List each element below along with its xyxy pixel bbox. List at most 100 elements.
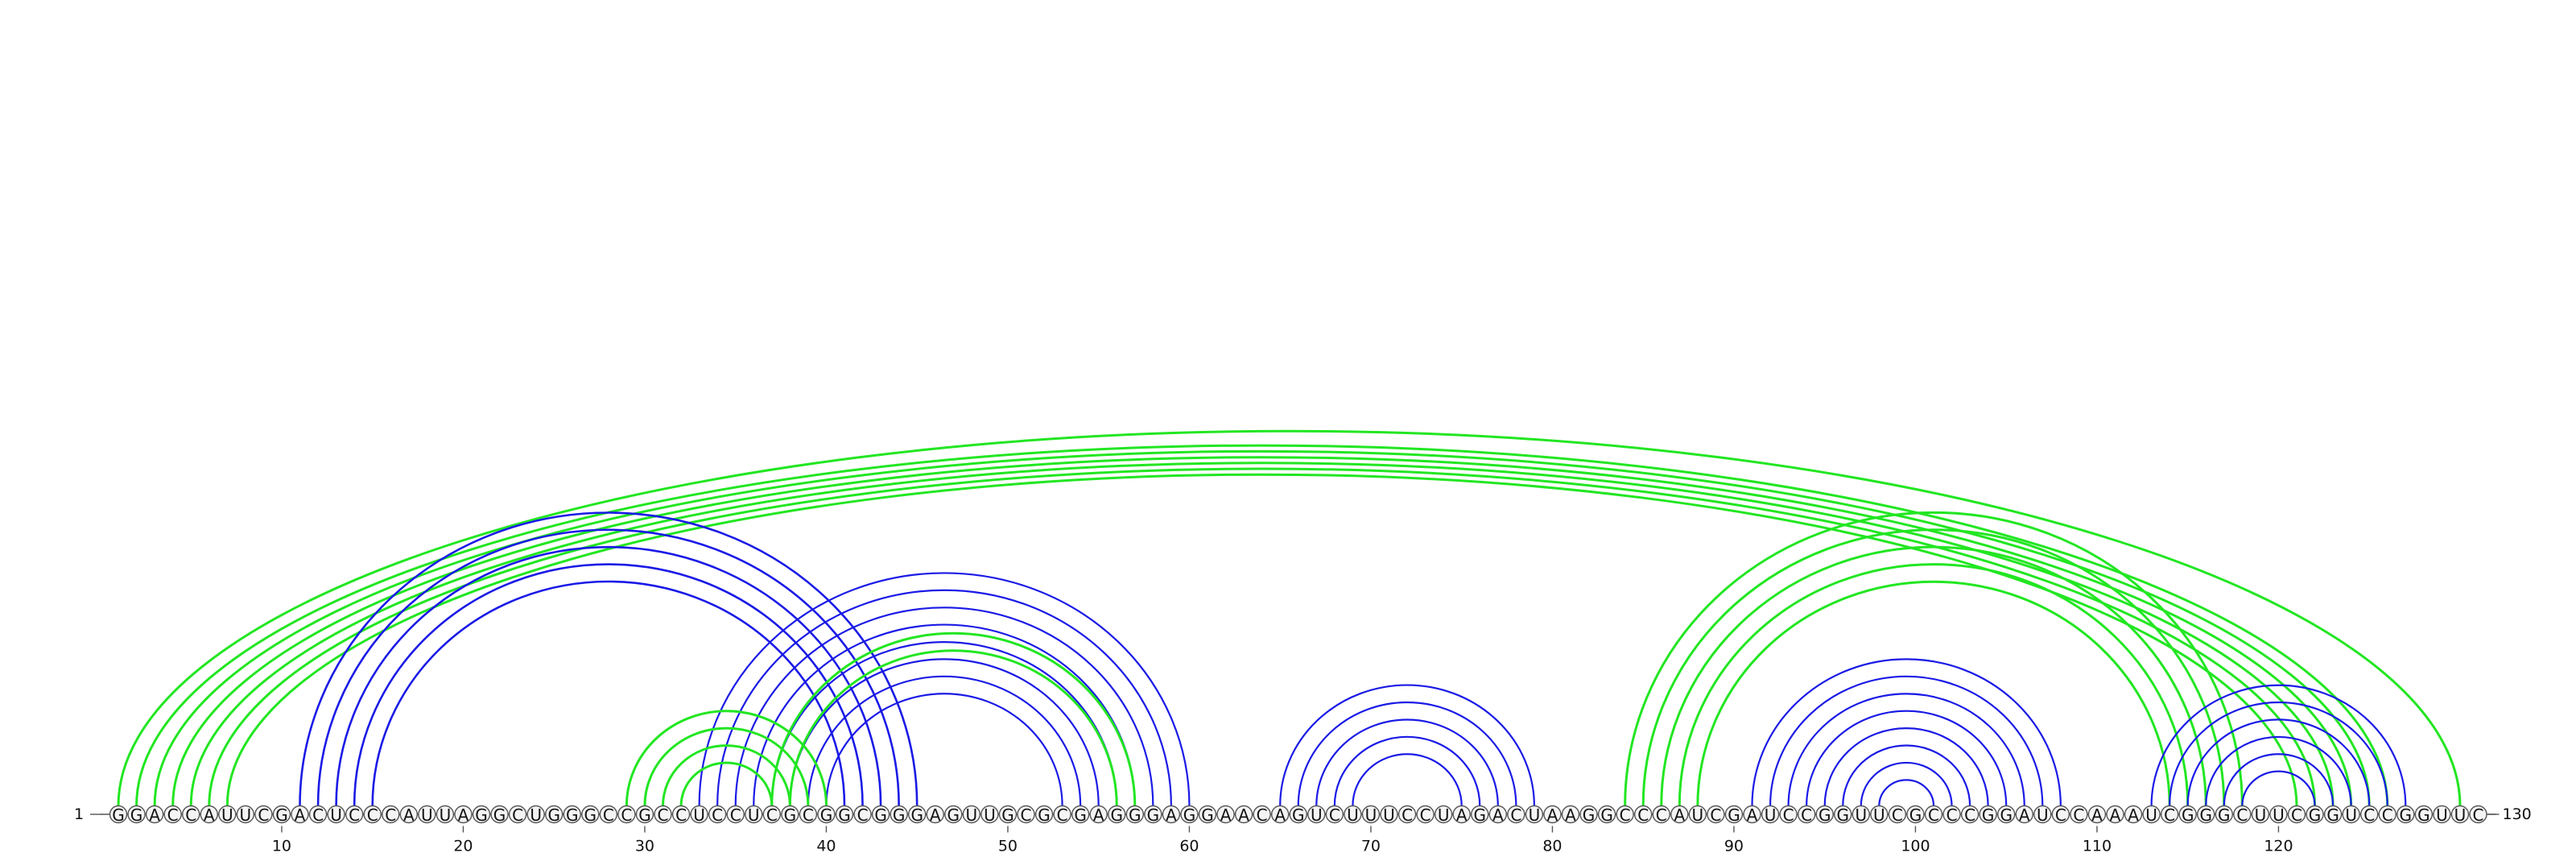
nucleotide-letter: A [204,805,215,825]
nucleotide: C [671,805,691,825]
nucleotide: U [980,805,999,825]
nucleotide: C [2469,805,2487,825]
nucleotide-circle [181,805,200,824]
nucleotide-letter: G [1074,805,1087,825]
nucleotide-letter: A [1238,805,1249,825]
tick-label: 60 [1179,838,1199,855]
nucleotide-letter: G [2326,805,2339,825]
nucleotide-circle [1216,805,1235,824]
nucleotide-circle [998,805,1018,824]
nucleotide-letter: G [1292,805,1305,825]
nucleotide-circle [690,805,708,824]
nucleotide: C [1416,805,1435,825]
arc-blue_helix_g-91-108 [1751,658,2062,806]
nucleotide-letter: C [1637,805,1649,825]
nucleotide: G [835,805,854,825]
nucleotide-circle [1979,805,1997,824]
nucleotide-circle [1834,805,1852,824]
nucleotide: C [1942,805,1961,825]
arc-blue_helix_g-94-105 [1806,710,2008,806]
nucleotide-circle [762,805,781,824]
nucleotide-letter: C [658,805,669,825]
nucleotide-circle [1053,805,1071,824]
arc-blue_hairpin_e-68-76 [1333,735,1481,806]
arc-green_outer_helix-2-126 [135,444,2389,806]
arc-blue_helix_c-39-54 [807,675,1082,806]
nucleotide-circle [745,805,763,824]
nucleotide-letter: C [349,805,360,825]
nucleotide-letter: U [2037,805,2049,825]
arc-green_helix_f-86-116 [1660,545,2207,806]
nucleotide-letter: G [1147,805,1160,825]
tick-label: 100 [1901,838,1930,855]
nucleotide-letter: U [421,805,433,825]
nucleotide: G [1579,805,1598,825]
nucleotide: C [1960,805,1979,825]
nucleotide-letter: U [1873,805,1885,825]
nucleotide-circle [1361,805,1381,824]
nucleotide-letter: G [838,805,851,825]
nucleotide-circle [236,805,255,824]
nucleotide: G [1906,805,1925,825]
arc-blue_helix_c-40-53 [825,693,1063,806]
nucleotide: G [545,805,564,825]
nucleotide: G [1108,805,1126,825]
nucleotide-circle [654,805,672,824]
nucleotide: G [581,805,600,825]
arc-blue_helix_h-113-127 [2150,684,2407,806]
nucleotide: C [654,805,672,825]
nucleotide: A [1743,805,1761,825]
nucleotide: A [1488,805,1508,825]
nucleotide-circle [526,805,545,824]
nucleotide-circle [163,805,182,824]
nucleotide-letter: A [1747,805,1758,825]
nucleotide-circle [254,805,273,824]
nucleotide: C [2160,805,2179,825]
nucleotide-letter: U [1692,805,1704,825]
nucleotide-letter: U [966,805,978,825]
nucleotide-circle [1543,805,1562,824]
nucleotide-circle [944,805,963,824]
nucleotide-circle [1670,805,1689,824]
nucleotide: A [2015,805,2033,825]
nucleotide: G [2215,805,2234,825]
nucleotide-letter: G [1600,805,1613,825]
nucleotide-letter: C [675,805,687,825]
nucleotide-circle [2378,805,2396,824]
nucleotide: C [1888,805,1907,825]
arc-green_helix_d-37-57 [770,631,1137,806]
nucleotide-circle [1253,805,1271,824]
nucleotide-circle [2359,805,2379,824]
arc-blue_hairpin_e-66-78 [1297,701,1517,806]
nucleotide-letter: C [1420,805,1431,825]
nucleotide-circle [1888,805,1907,824]
nucleotide-circle [2087,805,2107,824]
nucleotide: G [998,805,1018,825]
nucleotide-letter: A [1456,805,1468,825]
nucleotide-letter: G [947,805,960,825]
nucleotide-letter: U [1347,805,1359,825]
nucleotide: C [762,805,781,825]
nucleotide-circle [1071,805,1090,824]
nucleotide-letter: C [1021,805,1032,825]
nucleotide-circle [1397,805,1417,824]
nucleotide-circle [671,805,691,824]
nucleotide-letter: A [458,805,469,825]
nucleotide-letter: A [2128,805,2139,825]
nucleotide-circle [2070,805,2088,824]
nucleotide-letter: U [1383,805,1395,825]
nucleotide-circle [472,805,491,824]
nucleotide: A [399,805,418,825]
arc-blue_helix_a-15-41 [371,580,846,806]
nucleotide-circle [1597,805,1616,824]
nucleotide-circle [1162,805,1181,824]
nucleotide-letter: U [2255,805,2267,825]
nucleotide-letter: G [1111,805,1124,825]
nucleotide-circle [1270,805,1290,824]
arc-blue_helix_g-96-103 [1842,744,1971,806]
nucleotide-circle [508,805,527,824]
nucleotide-circle [2215,805,2234,824]
nucleotide-circle [1815,805,1834,824]
nucleotide: A [1670,805,1689,825]
nucleotide-circle [581,805,600,824]
